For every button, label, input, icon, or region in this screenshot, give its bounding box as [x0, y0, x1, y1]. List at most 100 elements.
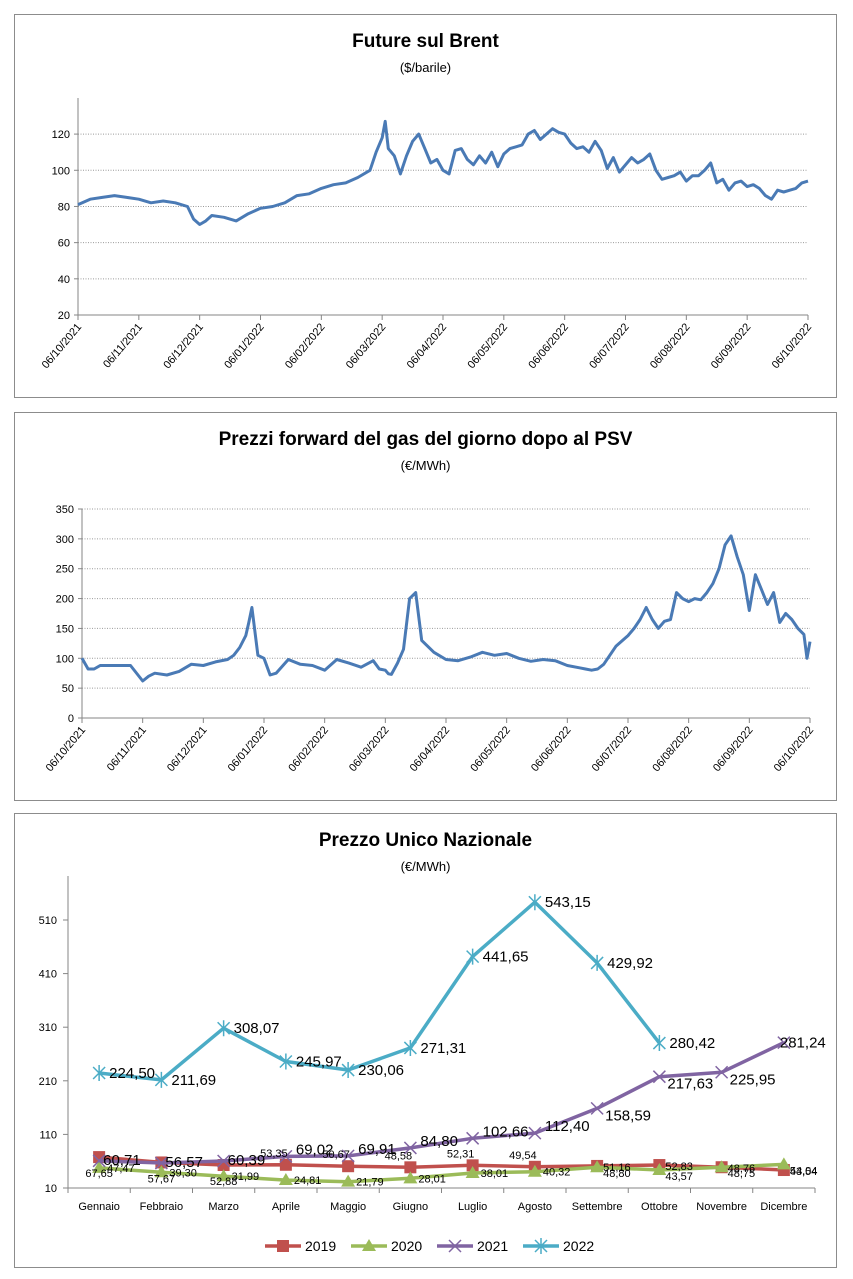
- x-tick-label: 06/08/2022: [648, 321, 693, 371]
- marker-star: [528, 894, 542, 911]
- y-tick-label: 40: [58, 274, 70, 286]
- data-label-2019: 48,58: [385, 1150, 413, 1162]
- marker-triangle: [362, 1239, 376, 1251]
- data-label-2020: 48,80: [603, 1168, 631, 1180]
- x-tick-label: Settembre: [572, 1201, 623, 1213]
- marker-x: [777, 1036, 791, 1050]
- data-label-2022: 245,97: [296, 1054, 342, 1071]
- y-tick-label: 300: [56, 534, 74, 546]
- data-label-2020: 21,79: [356, 1177, 384, 1189]
- x-tick-label: 06/10/2022: [772, 724, 817, 774]
- data-label-2020: 38,01: [481, 1168, 509, 1180]
- data-label-2020: 43,57: [665, 1171, 693, 1183]
- brent-chart: Future sul Brent ($/barile) 20 40 60 80 100 1…: [14, 14, 837, 398]
- marker-square: [466, 1159, 479, 1172]
- data-label-2019: 49,54: [509, 1150, 537, 1162]
- data-label-2022: 308,07: [234, 1020, 280, 1037]
- x-tick-label: Aprile: [272, 1201, 300, 1213]
- x-tick-label: 06/04/2022: [408, 724, 453, 774]
- y-tick-label: 510: [39, 915, 57, 927]
- x-tick-label: 06/09/2022: [711, 724, 756, 774]
- y-tick-label: 410: [39, 969, 57, 981]
- marker-x: [448, 1239, 462, 1253]
- data-label-2019: 52,88: [210, 1176, 238, 1188]
- marker-star: [534, 1238, 548, 1254]
- data-label-2021: 84,80: [420, 1133, 458, 1150]
- chart-title: Prezzi forward del gas del giorno dopo a…: [218, 429, 633, 450]
- chart-subtitle: ($/barile): [399, 60, 452, 75]
- x-tick-label: Gennaio: [78, 1201, 120, 1213]
- series-line-psv: [80, 534, 812, 683]
- marker-triangle: [652, 1163, 667, 1176]
- y-tick-label: 110: [39, 1129, 57, 1141]
- marker-star: [341, 1062, 355, 1079]
- x-tick-label: 06/10/2021: [44, 724, 89, 774]
- y-tick-label: 250: [56, 564, 74, 576]
- data-label-2019: 48,76: [728, 1163, 756, 1175]
- psv-plot: 0 50 100 150 200 250 300 350 06/10/2021 06/11/202…: [44, 504, 817, 774]
- x-tick-label: 06/03/2022: [347, 724, 392, 774]
- y-tick-label: 120: [52, 129, 70, 141]
- data-label-2019: 50,67: [322, 1149, 350, 1161]
- marker-triangle: [527, 1164, 542, 1177]
- y-tick-label: 80: [58, 201, 70, 213]
- marker-star: [154, 1071, 168, 1088]
- marker-triangle: [465, 1165, 480, 1178]
- series-line-2019: [98, 1155, 784, 1172]
- marker-square: [279, 1158, 292, 1171]
- y-tick-label: 50: [62, 683, 74, 695]
- marker-x: [92, 1154, 106, 1168]
- data-label-2022: 441,65: [483, 949, 529, 966]
- marker-square: [277, 1240, 289, 1252]
- marker-x: [715, 1065, 729, 1079]
- y-tick-label: 20: [58, 310, 70, 322]
- data-label-2021: 281,24: [780, 1035, 826, 1052]
- data-label-2019: 51,16: [603, 1162, 631, 1174]
- data-label-2020: 39,30: [169, 1167, 197, 1179]
- data-label-2022: 224,50: [109, 1065, 155, 1082]
- data-label-2020: 54,04: [790, 1165, 818, 1177]
- marker-triangle: [154, 1165, 169, 1178]
- x-tick-label: 06/02/2022: [283, 321, 328, 371]
- x-tick-label: Giugno: [393, 1201, 428, 1213]
- y-tick-label: 200: [56, 594, 74, 606]
- marker-x: [590, 1101, 604, 1115]
- data-label-2022: 211,69: [171, 1072, 216, 1089]
- y-tick-label: 0: [68, 713, 74, 725]
- x-tick-label: Novembre: [696, 1201, 747, 1213]
- y-tick-label: 10: [45, 1183, 57, 1195]
- data-label-2020: 31,99: [232, 1171, 260, 1183]
- x-tick-label: 06/11/2021: [105, 724, 149, 773]
- series-line-2022: [98, 900, 661, 1082]
- legend-label-2020: 2020: [391, 1238, 422, 1254]
- legend-label-2019: 2019: [305, 1238, 336, 1254]
- x-tick-label: 06/07/2022: [587, 321, 632, 371]
- x-tick-label: Febbraio: [140, 1201, 183, 1213]
- data-label-2020: 47,47: [107, 1163, 135, 1175]
- data-label-2022: 271,31: [420, 1040, 466, 1057]
- x-tick-label: 06/11/2021: [101, 321, 145, 370]
- data-label-2020: 48,75: [728, 1168, 756, 1180]
- x-tick-label: Ottobre: [641, 1201, 678, 1213]
- x-tick-label: 06/06/2022: [526, 321, 571, 371]
- legend-label-2022: 2022: [563, 1238, 594, 1254]
- x-tick-label: 06/05/2022: [468, 724, 513, 774]
- data-label-2022: 280,42: [669, 1035, 715, 1052]
- y-tick-label: 210: [39, 1076, 57, 1088]
- marker-triangle: [714, 1160, 729, 1173]
- x-tick-label: 06/01/2022: [222, 321, 267, 371]
- data-label-2021: 158,59: [605, 1107, 651, 1124]
- y-tick-label: 150: [56, 623, 74, 635]
- data-label-2022: 429,92: [607, 955, 653, 972]
- y-tick-label: 100: [56, 653, 74, 665]
- series-line-2020: [98, 1162, 784, 1184]
- x-tick-label: Dicembre: [760, 1201, 807, 1213]
- x-tick-label: 06/01/2022: [226, 724, 271, 774]
- marker-x: [217, 1154, 231, 1168]
- data-label-2021: 225,95: [730, 1071, 776, 1088]
- data-label-2020: 40,32: [543, 1167, 571, 1179]
- marker-star: [590, 954, 604, 971]
- x-tick-label: 06/12/2021: [161, 321, 206, 371]
- marker-triangle: [403, 1171, 418, 1184]
